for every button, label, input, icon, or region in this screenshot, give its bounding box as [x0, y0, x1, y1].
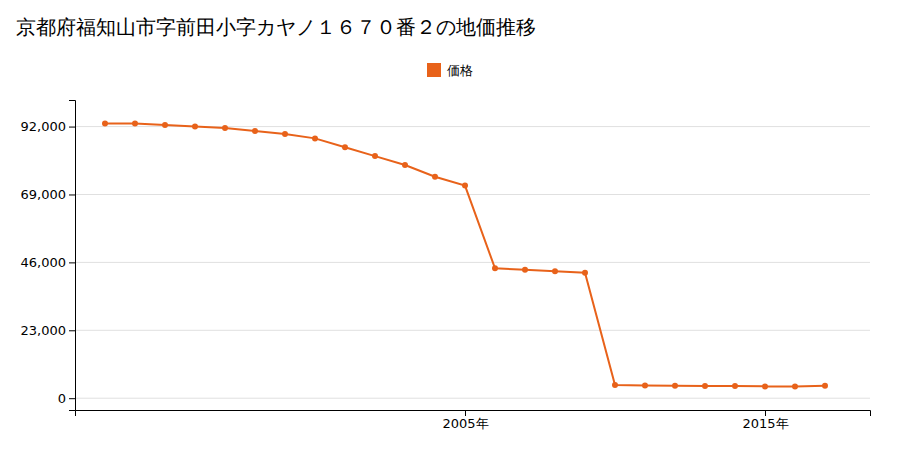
tick-label: 2015年 — [742, 416, 788, 431]
point — [552, 268, 558, 274]
point — [162, 122, 168, 128]
point — [642, 382, 648, 388]
tick: 2015年 — [742, 410, 788, 431]
tick: 46,000 — [21, 255, 76, 270]
point — [372, 153, 378, 159]
tick-mark — [69, 194, 75, 195]
plot: 0 23,000 46,000 69,000 92,000 2005年 2015年 — [21, 101, 871, 432]
tick-mark — [69, 398, 75, 399]
line — [105, 124, 825, 387]
point — [222, 125, 228, 131]
tick-mark — [69, 330, 75, 331]
point — [252, 128, 258, 134]
tick-label: 2005年 — [442, 416, 488, 431]
legend-item: 価格 — [427, 63, 473, 78]
point — [732, 383, 738, 389]
point — [432, 174, 438, 180]
point — [282, 131, 288, 137]
point — [132, 121, 138, 127]
tick-label: 92,000 — [21, 119, 67, 134]
chart: 京都府福知山市字前田小字カヤノ１６７０番２の地価推移 0 23,000 46,000 6… — [0, 0, 900, 450]
axis-line — [69, 101, 76, 411]
x-axis: 2005年 2015年 — [76, 410, 871, 431]
grid-line — [75, 194, 870, 195]
tick: 2005年 — [442, 410, 488, 431]
tick-label: 69,000 — [21, 187, 67, 202]
tick-label: 0 — [58, 391, 66, 406]
tick-mark — [69, 262, 75, 263]
grid-line — [75, 330, 870, 331]
point — [822, 383, 828, 389]
tick-label: 23,000 — [21, 323, 67, 338]
legend: 価格 — [427, 63, 473, 78]
tick-mark — [765, 410, 766, 416]
point — [342, 144, 348, 150]
point — [102, 121, 108, 127]
grid-line — [75, 398, 870, 399]
point — [612, 382, 618, 388]
tick-label: 46,000 — [21, 255, 67, 270]
point — [792, 383, 798, 389]
point — [522, 267, 528, 273]
tick-mark — [69, 127, 75, 128]
tick: 92,000 — [21, 119, 76, 134]
markers — [102, 121, 828, 390]
point — [192, 124, 198, 130]
y-axis: 0 23,000 46,000 69,000 92,000 — [21, 101, 76, 411]
tick-mark — [465, 410, 466, 416]
marks — [102, 121, 828, 390]
tick: 0 — [58, 391, 75, 406]
point — [462, 183, 468, 189]
tick: 23,000 — [21, 323, 76, 338]
title: 京都府福知山市字前田小字カヤノ１６７０番２の地価推移 — [16, 15, 536, 39]
point — [582, 270, 588, 276]
grid-line — [75, 262, 870, 263]
point — [312, 135, 318, 141]
point — [492, 265, 498, 271]
tick: 69,000 — [21, 187, 76, 202]
point — [762, 383, 768, 389]
point — [702, 383, 708, 389]
point — [402, 162, 408, 168]
grid — [75, 127, 870, 399]
legend-swatch — [427, 63, 441, 77]
axis-line — [76, 411, 871, 417]
legend-label: 価格 — [447, 63, 473, 78]
point — [672, 383, 678, 389]
